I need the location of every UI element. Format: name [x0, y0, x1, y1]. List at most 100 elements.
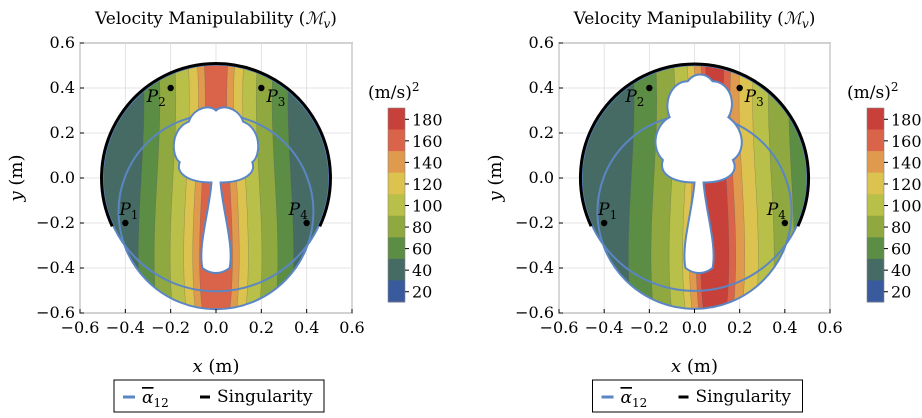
x-tick-label: −0.6 — [540, 318, 579, 337]
colorbar-swatch — [867, 215, 884, 238]
colorbar-level-label: 40 — [891, 261, 911, 280]
point-marker — [646, 84, 653, 92]
point-p4: P4 — [288, 200, 310, 227]
colorbar-level-label: 60 — [891, 240, 911, 259]
x-tick-label: 0.6 — [817, 318, 842, 337]
chart-panel-1: P1 P2 P3 P4 −0.6 −0.4 −0.2 0.0 0.2 0.4 0.6 0.6 0.4 0.… — [6, 9, 443, 413]
colorbar-level-label: 160 — [891, 132, 922, 151]
colorbar-level-label: 100 — [412, 197, 443, 216]
colorbar-swatch — [388, 172, 405, 195]
point-label: P4 — [288, 200, 308, 222]
unreachable-void — [172, 106, 260, 275]
y-tick-label: 0.2 — [50, 123, 75, 142]
colorbar-level-label: 100 — [891, 197, 922, 216]
y-tick-label: −0.6 — [36, 303, 75, 322]
colorbar-swatch — [867, 172, 884, 195]
x-axis-label: x (m) — [671, 356, 718, 377]
legend-singularity-label: Singularity — [696, 387, 792, 407]
legend-box — [592, 379, 803, 413]
point-p3: P3 — [258, 84, 285, 109]
colorbar-level-label: 40 — [412, 261, 432, 280]
x-tick-label: −0.2 — [151, 318, 190, 337]
colorbar-swatch — [388, 258, 405, 281]
x-axis-label: x (m) — [193, 356, 240, 377]
singularity-curve — [578, 62, 811, 227]
tick-labels: −0.6 −0.4 −0.2 0.0 0.2 0.4 0.6 0.6 0.4 0.2 0.0 −0.2… — [515, 33, 843, 337]
colorbar-swatch — [867, 280, 884, 303]
colorbar-swatch — [867, 194, 884, 217]
y-tick-label: −0.2 — [515, 213, 554, 232]
y-axis-label: y (m) — [485, 154, 506, 202]
y-tick-label: −0.2 — [36, 213, 75, 232]
colorbar-level-label: 160 — [412, 132, 443, 151]
colorbar-swatch — [388, 215, 405, 238]
legend: α12 Singularity — [592, 379, 803, 413]
colorbar-level-label: 180 — [412, 110, 443, 129]
colorbar-swatch — [388, 237, 405, 260]
x-tick-label: −0.6 — [61, 318, 100, 337]
legend: α12 Singularity — [113, 379, 325, 413]
point-marker — [736, 84, 743, 92]
point-label: P4 — [766, 200, 786, 222]
colorbar-level-label: 140 — [891, 153, 922, 172]
colorbar-swatch — [388, 129, 405, 152]
point-p1: P1 — [597, 200, 617, 227]
point-p1: P1 — [118, 200, 138, 227]
colorbar-swatch — [867, 237, 884, 260]
colorbar-swatch — [867, 151, 884, 174]
point-p2: P2 — [624, 84, 653, 109]
point-p2: P2 — [146, 84, 174, 109]
colorbar-level-label: 120 — [891, 175, 922, 194]
colorbar-swatch — [388, 108, 405, 131]
point-marker — [303, 219, 310, 227]
unreachable-void — [654, 73, 743, 275]
point-p3: P3 — [736, 84, 764, 109]
point-p4: P4 — [766, 200, 789, 227]
point-marker — [258, 84, 265, 92]
tick-labels: −0.6 −0.4 −0.2 0.0 0.2 0.4 0.6 0.6 0.4 0.2 0.0 −0.2… — [36, 33, 365, 337]
chart-panel-2: P1 P2 P3 P4 −0.6 −0.4 −0.2 0.0 0.2 0.4 0.6 0.6 0.4 0.… — [485, 9, 922, 413]
chart-title: Velocity Manipulability (ℳv) — [573, 9, 816, 31]
x-tick-label: −0.4 — [106, 318, 145, 337]
colorbar-swatch — [388, 280, 405, 303]
y-tick-label: 0.4 — [529, 78, 554, 97]
y-tick-label: 0.6 — [529, 33, 554, 52]
legend-singularity-label: Singularity — [217, 387, 313, 407]
x-tick-label: 0.0 — [682, 318, 707, 337]
y-tick-label: 0.2 — [529, 123, 554, 142]
colorbar-level-label: 120 — [412, 175, 443, 194]
void-shape — [654, 73, 743, 275]
x-tick-label: 0.2 — [249, 318, 274, 337]
colorbar-swatch — [388, 151, 405, 174]
singularity-curve — [100, 62, 332, 228]
colorbar-level-label: 140 — [412, 153, 443, 172]
colorbar-level-label: 180 — [891, 110, 922, 129]
x-tick-label: −0.4 — [585, 318, 624, 337]
y-axis-label: y (m) — [6, 154, 27, 202]
void-shape — [172, 106, 260, 275]
point-marker — [122, 219, 129, 227]
colorbar: 180 160 140 120 100 80 60 40 20 (m/s)2 — [847, 80, 922, 303]
x-tick-label: 0.2 — [727, 318, 752, 337]
point-label: P2 — [146, 87, 166, 109]
point-marker — [781, 219, 789, 227]
y-tick-label: 0.0 — [529, 168, 554, 187]
point-marker — [600, 219, 608, 227]
x-tick-label: 0.4 — [772, 318, 797, 337]
y-tick-label: 0.4 — [50, 78, 75, 97]
x-tick-label: −0.2 — [630, 318, 669, 337]
legend-alpha-label: α12 — [621, 388, 648, 410]
x-tick-label: 0.6 — [339, 318, 364, 337]
y-tick-label: −0.4 — [36, 258, 75, 277]
colorbar-level-label: 20 — [891, 283, 911, 302]
point-label: P1 — [597, 200, 617, 222]
chart-title: Velocity Manipulability (ℳv) — [94, 9, 337, 31]
colorbar-level-label: 60 — [412, 240, 432, 259]
y-tick-label: −0.6 — [515, 303, 554, 322]
colorbar-swatch — [867, 129, 884, 152]
y-tick-label: −0.4 — [515, 258, 554, 277]
colorbar-level-label: 80 — [412, 218, 432, 237]
legend-alpha-label: α12 — [142, 388, 169, 410]
point-marker — [167, 84, 174, 92]
